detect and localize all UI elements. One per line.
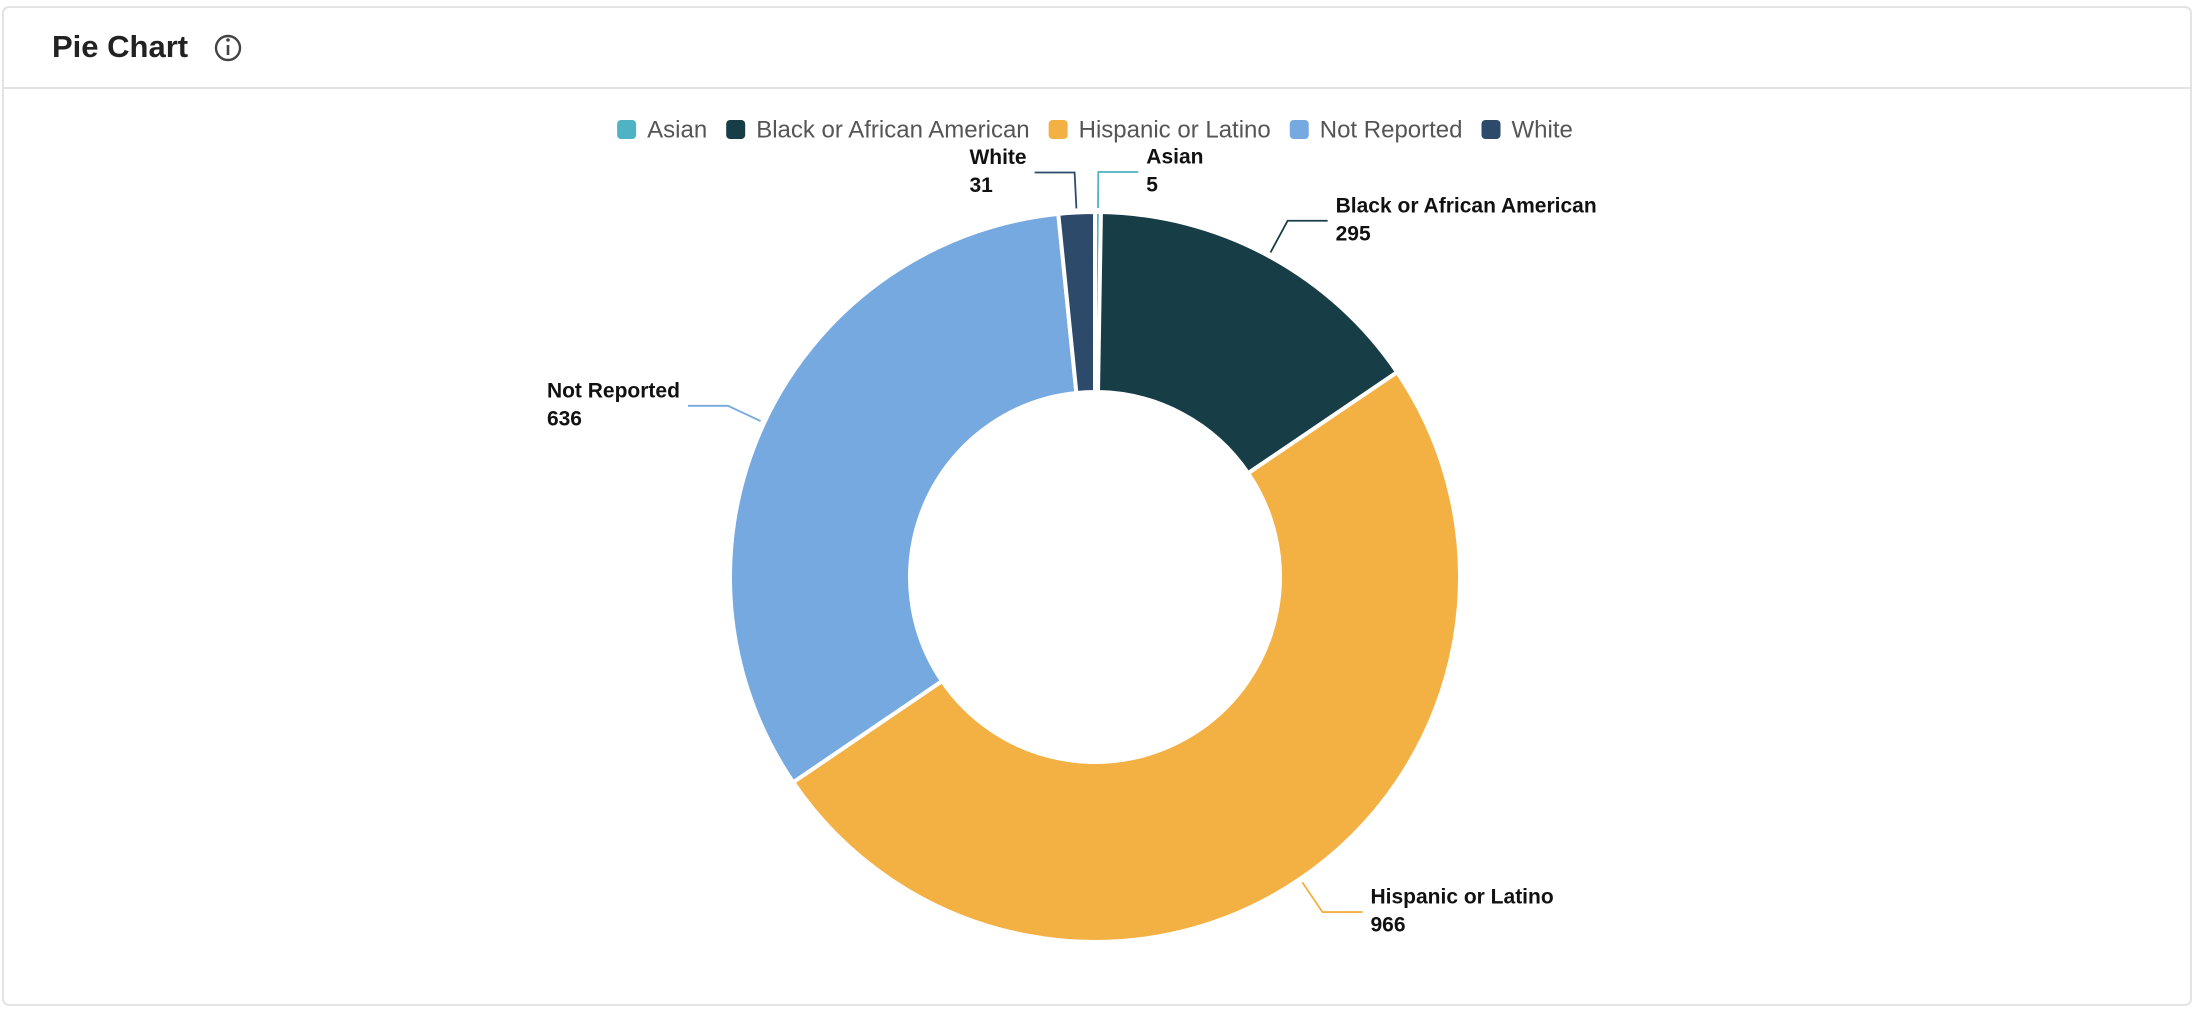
donut-slice [791,370,1462,944]
legend-label: Asian [647,116,707,143]
donut-slice [1096,210,1400,476]
data-label-name: Hispanic or Latino [1370,886,1553,909]
legend-swatch [726,120,746,139]
donut-slice [728,211,1079,785]
legend-label: White [1512,116,1573,143]
legend-swatch [1048,120,1068,139]
data-label-value: 636 [547,407,582,430]
data-label-value: 31 [969,174,993,197]
legend-label: Hispanic or Latino [1079,116,1271,143]
data-label-value: 5 [1146,174,1158,197]
legend-swatch [1481,120,1501,139]
info-icon[interactable] [214,34,242,62]
chart-title: Pie Chart [52,29,188,64]
leader-line [1034,171,1078,209]
data-label-name: White [969,146,1026,169]
legend-label: Not Reported [1320,116,1463,143]
legend-label: Black or African American [756,116,1029,143]
data-label-name: Asian [1146,146,1203,169]
data-label-value: 966 [1370,914,1405,937]
data-label-value: 295 [1336,222,1371,245]
leader-line [1269,219,1328,253]
leader-line [1097,171,1139,209]
donut-slice [1056,210,1097,395]
legend-swatch [617,120,637,139]
leader-line [1301,881,1363,913]
card [2,6,2192,1006]
data-label-name: Black or African American [1336,194,1597,217]
data-label-name: Not Reported [547,379,680,402]
legend: Asian Black or African American Hispanic o… [617,116,1573,143]
legend-swatch [1289,120,1309,139]
leader-line [687,404,761,422]
